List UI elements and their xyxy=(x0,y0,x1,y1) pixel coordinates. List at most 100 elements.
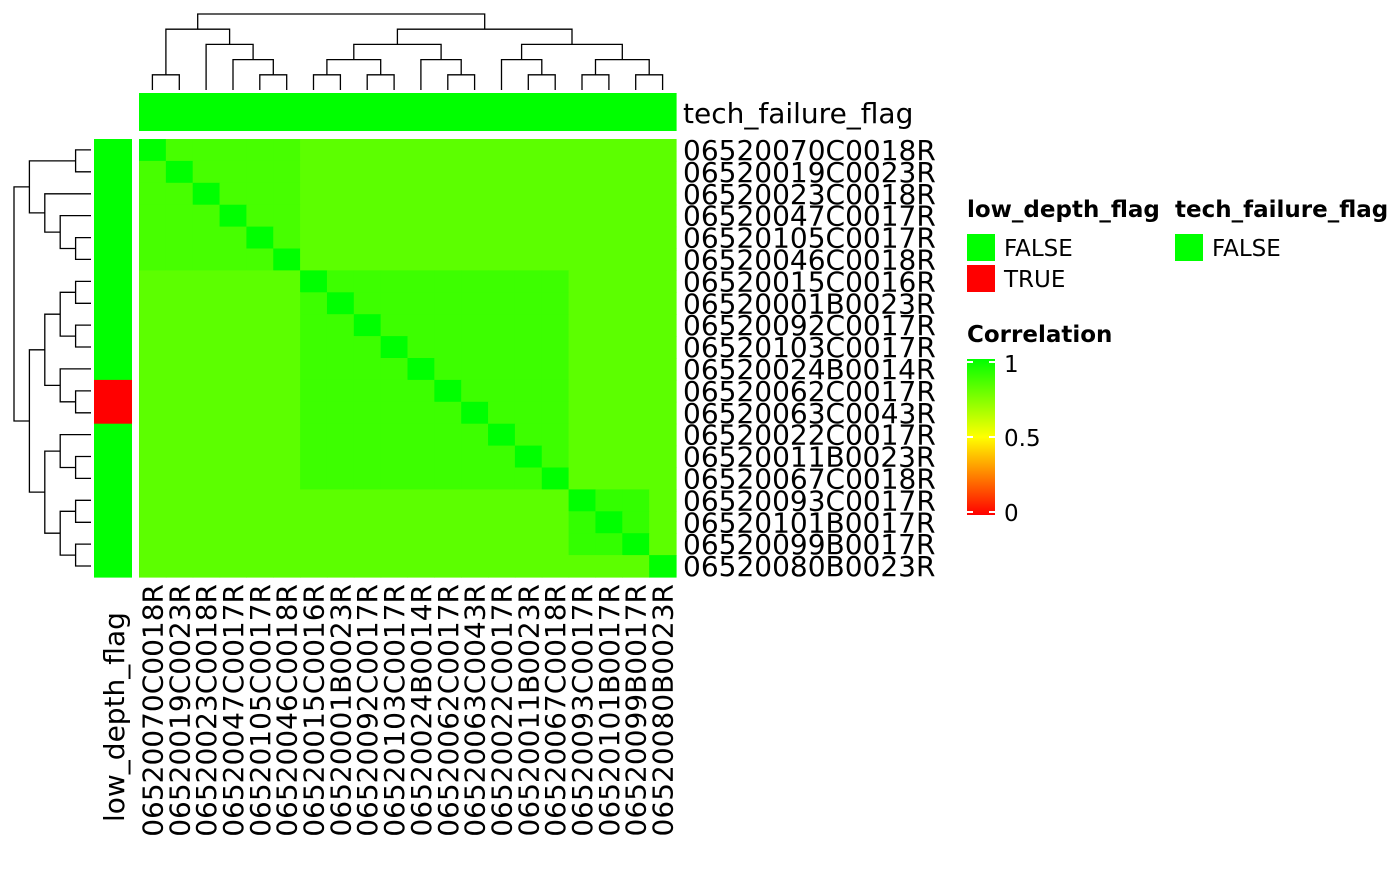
heatmap-cell xyxy=(407,182,435,206)
heatmap-cell xyxy=(192,270,221,293)
heatmap-cell xyxy=(192,139,221,162)
column-annotation-cell xyxy=(246,93,274,131)
heatmap-cell xyxy=(326,358,355,381)
heatmap-cell xyxy=(407,423,435,447)
dendrogram-branch xyxy=(205,43,254,90)
heatmap-cell xyxy=(165,182,194,206)
column-label: 06520019C0023R xyxy=(163,584,196,837)
heatmap-cell xyxy=(407,489,435,512)
heatmap-cell xyxy=(488,248,516,271)
heatmap-cell xyxy=(595,336,623,359)
heatmap-cell xyxy=(541,511,570,534)
row-annotation-cell xyxy=(94,270,132,293)
heatmap-cell xyxy=(649,467,677,490)
row-label: 06520101B0017R xyxy=(683,506,935,539)
heatmap-cell xyxy=(300,467,328,490)
heatmap-cell xyxy=(622,336,650,359)
heatmap-cell xyxy=(300,445,328,469)
heatmap-cell xyxy=(622,533,650,556)
heatmap-cell xyxy=(326,182,355,206)
heatmap-cell xyxy=(300,270,328,293)
heatmap-cell xyxy=(273,489,301,512)
heatmap-cell xyxy=(649,160,677,184)
heatmap-cell xyxy=(488,204,516,228)
dendrogram-branch xyxy=(520,43,623,60)
legend-tech-failure-title: tech_failure_flag xyxy=(1175,197,1388,223)
heatmap-cell xyxy=(541,489,570,512)
row-label: 06520047C0017R xyxy=(683,200,936,233)
column-label: 06520093C0017R xyxy=(566,584,599,837)
heatmap-cell xyxy=(541,160,570,184)
heatmap-cell xyxy=(380,379,409,403)
dendrogram-branch xyxy=(74,149,91,173)
heatmap-cell xyxy=(300,248,328,271)
row-label: 06520067C0018R xyxy=(683,462,936,495)
legend-correlation-title: Correlation xyxy=(967,322,1112,348)
dendrogram-branch xyxy=(74,499,91,523)
column-annotation-cell xyxy=(461,93,489,131)
heatmap-cell xyxy=(407,292,435,315)
heatmap-cell xyxy=(326,314,355,337)
heatmap-cell xyxy=(622,314,650,337)
row-annotation-bar xyxy=(94,139,132,578)
heatmap-cell xyxy=(326,226,355,250)
heatmap-cell xyxy=(514,555,543,578)
heatmap-cell xyxy=(326,489,355,512)
heatmap-cell xyxy=(595,292,623,315)
heatmap-cell xyxy=(300,489,328,512)
heatmap-cell xyxy=(622,445,650,469)
row-annotation-cell xyxy=(94,511,132,534)
heatmap-cell xyxy=(434,445,462,469)
heatmap-cell xyxy=(326,379,355,403)
row-label: 06520070C0018R xyxy=(683,134,936,167)
heatmap-cell xyxy=(353,204,382,228)
dendrogram-branch xyxy=(74,390,91,414)
row-label: 06520092C0017R xyxy=(683,309,936,342)
heatmap-cell xyxy=(514,467,543,490)
heatmap-cell xyxy=(568,467,597,490)
heatmap-cell xyxy=(246,489,274,512)
heatmap-cell xyxy=(622,139,650,162)
heatmap-cell xyxy=(595,533,623,556)
heatmap-cell xyxy=(622,423,650,447)
heatmap-cell xyxy=(219,533,247,556)
heatmap-cell xyxy=(326,467,355,490)
heatmap-cell xyxy=(165,314,194,337)
heatmap-cell xyxy=(568,423,597,447)
heatmap-cell xyxy=(192,182,221,206)
heatmap-cell xyxy=(219,555,247,578)
heatmap-cell xyxy=(461,204,489,228)
column-label: 06520001B0023R xyxy=(324,584,357,836)
column-annotation-cell xyxy=(192,93,221,131)
dendrogram-branch xyxy=(28,349,45,493)
row-annotation-cell xyxy=(94,401,132,425)
heatmap-cell xyxy=(622,270,650,293)
heatmap-cell xyxy=(273,379,301,403)
heatmap-cell xyxy=(165,555,194,578)
heatmap-cell xyxy=(192,314,221,337)
heatmap-cell xyxy=(488,314,516,337)
heatmap-cell xyxy=(139,555,167,578)
row-label: 06520093C0017R xyxy=(683,484,936,517)
heatmap-cell xyxy=(300,139,328,162)
heatmap-cell xyxy=(407,139,435,162)
heatmap-cell xyxy=(541,336,570,359)
column-labels: 06520070C0018R06520019C0023R06520023C001… xyxy=(136,584,679,837)
row-annotation-cell xyxy=(94,182,132,206)
row-label: 06520019C0023R xyxy=(683,156,936,189)
heatmap-cell xyxy=(219,226,247,250)
dendrogram-branch xyxy=(74,280,91,304)
heatmap-cell xyxy=(514,270,543,293)
heatmap-cell xyxy=(326,160,355,184)
heatmap-cell xyxy=(649,423,677,447)
heatmap-cell xyxy=(300,314,328,337)
legend-low-depth-true-label: TRUE xyxy=(1003,267,1065,293)
heatmap-cell xyxy=(273,467,301,490)
heatmap-cell xyxy=(380,336,409,359)
heatmap-cell xyxy=(595,248,623,271)
heatmap-cell xyxy=(273,226,301,250)
heatmap-cell xyxy=(622,292,650,315)
heatmap-cell xyxy=(192,511,221,534)
heatmap-cell xyxy=(434,314,462,337)
heatmap-cell xyxy=(595,489,623,512)
